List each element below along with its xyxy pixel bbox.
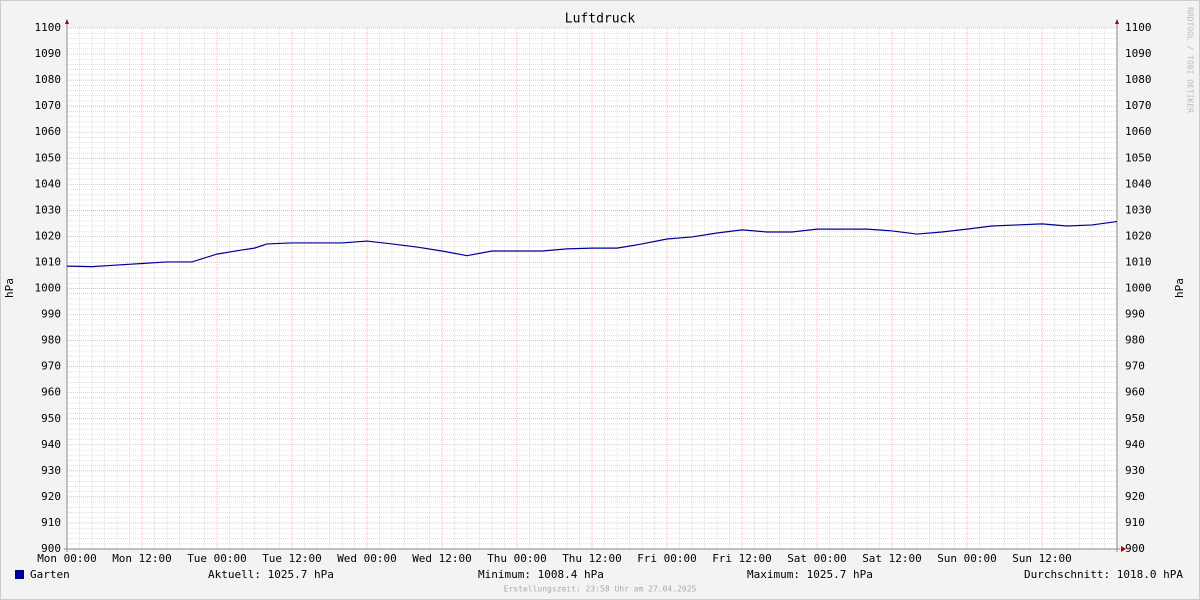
y2-tick-label: 990 [1125, 308, 1145, 321]
x-tick-label: Tue 12:00 [262, 552, 322, 565]
x-tick-label: Thu 00:00 [487, 552, 547, 565]
y2-tick-label: 1050 [1125, 151, 1152, 164]
y2-tick-label: 1090 [1125, 47, 1152, 60]
y2-tick-label: 1100 [1125, 21, 1152, 34]
y-tick-label: 1050 [35, 151, 62, 164]
y2-tick-label: 900 [1125, 542, 1145, 555]
y2-tick-label: 940 [1125, 438, 1145, 451]
legend-stat: Durchschnitt: 1018.0 hPA [1024, 568, 1183, 581]
axis-arrow [1121, 546, 1126, 552]
y2-tick-label: 1000 [1125, 282, 1152, 295]
x-tick-label: Mon 00:00 [37, 552, 97, 565]
y2-tick-label: 910 [1125, 516, 1145, 529]
y-tick-label: 1020 [35, 229, 62, 242]
x-tick-label: Fri 12:00 [712, 552, 772, 565]
axis-arrow [1115, 19, 1119, 24]
y-tick-label: 920 [41, 490, 61, 503]
y-axis-label: hPa [3, 278, 16, 298]
y-tick-label: 1000 [35, 282, 62, 295]
axis-arrow [65, 19, 69, 24]
y2-tick-label: 1030 [1125, 203, 1152, 216]
footer: Erstellungszeit: 23:58 Uhr am 27.04.2025 [504, 585, 697, 594]
y2-tick-label: 1040 [1125, 177, 1152, 190]
y-tick-label: 970 [41, 360, 61, 373]
y2-axis-label: hPa [1173, 278, 1186, 298]
y2-tick-label: 980 [1125, 334, 1145, 347]
y-tick-label: 910 [41, 516, 61, 529]
legend-stat: Minimum: 1008.4 hPa [478, 568, 604, 581]
y-tick-label: 930 [41, 464, 61, 477]
data-line [66, 220, 1118, 268]
legend-swatch [15, 570, 24, 579]
x-tick-label: Wed 00:00 [337, 552, 397, 565]
y2-tick-label: 960 [1125, 386, 1145, 399]
x-tick-label: Fri 00:00 [637, 552, 697, 565]
watermark: RRDTOOL / TOBI OETIKER [1186, 7, 1195, 113]
x-tick-label: Thu 12:00 [562, 552, 622, 565]
legend-stat: Aktuell: 1025.7 hPa [208, 568, 334, 581]
y-tick-label: 1100 [35, 21, 62, 34]
x-tick-label: Wed 12:00 [412, 552, 472, 565]
y-tick-label: 900 [41, 542, 61, 555]
y-tick-label: 1010 [35, 255, 62, 268]
y2-tick-label: 950 [1125, 412, 1145, 425]
y-tick-label: 1080 [35, 73, 62, 86]
y2-tick-label: 1080 [1125, 73, 1152, 86]
y-tick-label: 1060 [35, 125, 62, 138]
y-tick-label: 960 [41, 386, 61, 399]
y-tick-label: 950 [41, 412, 61, 425]
y2-tick-label: 1070 [1125, 99, 1152, 112]
x-tick-label: Sun 00:00 [937, 552, 997, 565]
y2-tick-label: 920 [1125, 490, 1145, 503]
y-tick-label: 990 [41, 308, 61, 321]
y2-tick-label: 1010 [1125, 255, 1152, 268]
y2-tick-label: 930 [1125, 464, 1145, 477]
y-tick-label: 980 [41, 334, 61, 347]
chart-title: Luftdruck [565, 12, 636, 27]
y-tick-label: 1070 [35, 99, 62, 112]
y2-tick-label: 1020 [1125, 229, 1152, 242]
legend-stat: Maximum: 1025.7 hPa [747, 568, 873, 581]
y-tick-label: 1090 [35, 47, 62, 60]
x-tick-label: Sun 12:00 [1012, 552, 1072, 565]
x-tick-label: Sat 00:00 [787, 552, 847, 565]
y2-tick-label: 970 [1125, 360, 1145, 373]
x-tick-label: Sat 12:00 [862, 552, 922, 565]
y-tick-label: 940 [41, 438, 61, 451]
x-tick-label: Tue 00:00 [187, 552, 247, 565]
y-tick-label: 1030 [35, 203, 62, 216]
legend-label: Garten [30, 568, 70, 581]
x-tick-label: Mon 12:00 [112, 552, 172, 565]
y2-tick-label: 1060 [1125, 125, 1152, 138]
y-tick-label: 1040 [35, 177, 62, 190]
